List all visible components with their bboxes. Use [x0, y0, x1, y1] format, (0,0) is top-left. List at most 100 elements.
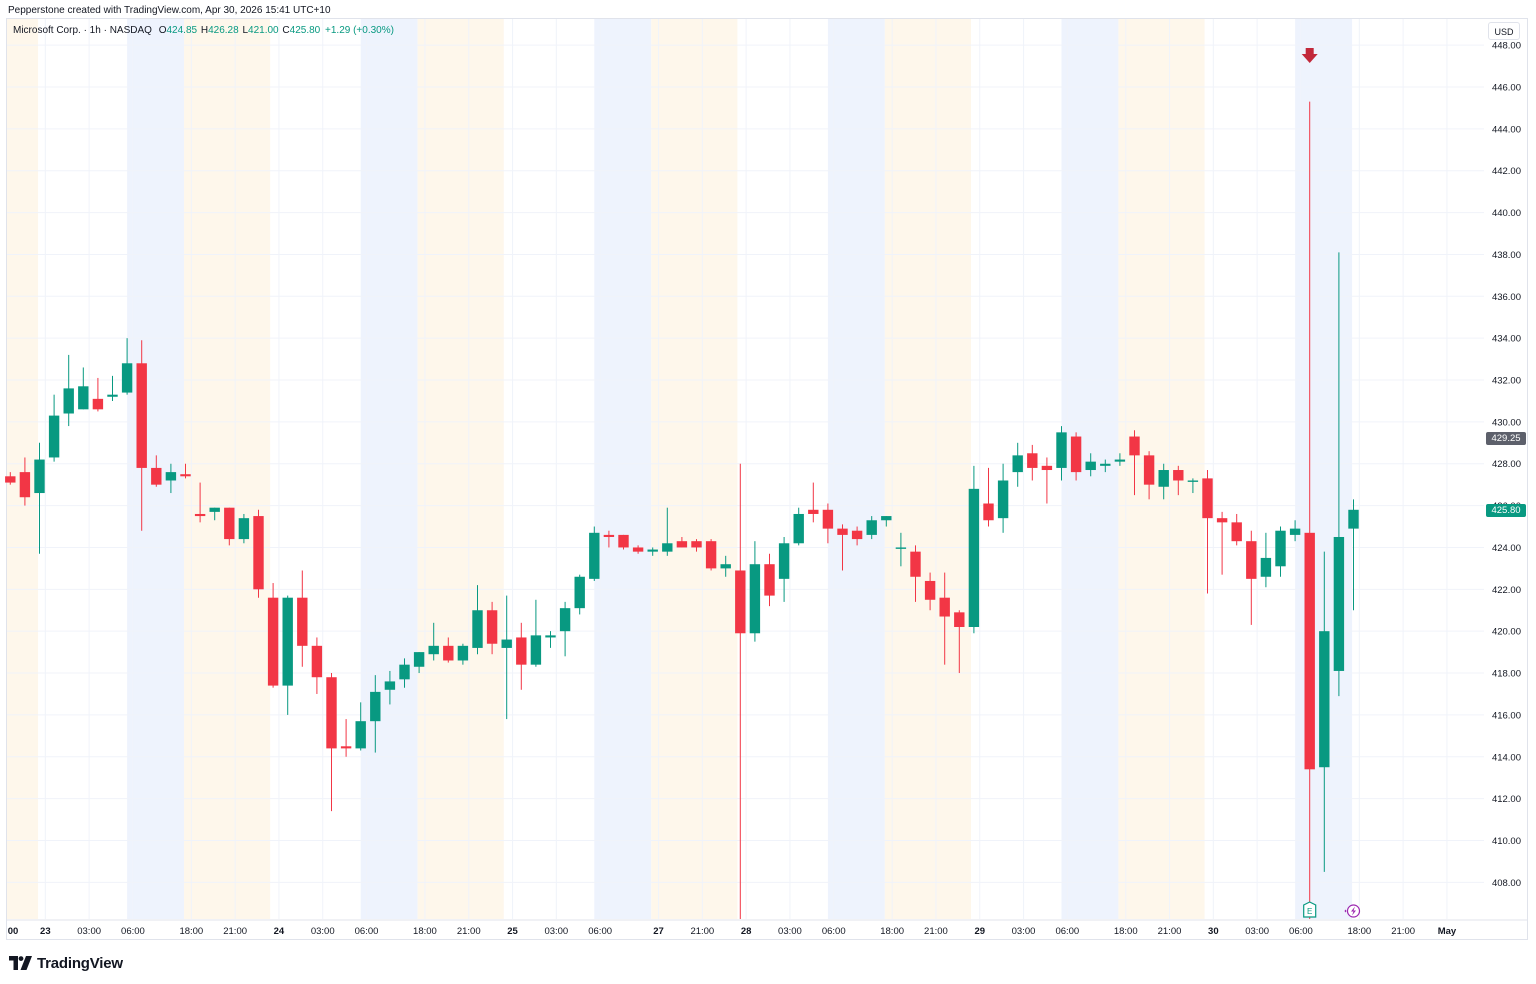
tradingview-brand[interactable]: TradingView — [9, 953, 123, 973]
candle[interactable] — [501, 595, 512, 720]
candle[interactable] — [1348, 499, 1359, 611]
candle[interactable] — [676, 536, 688, 548]
candle[interactable] — [1187, 478, 1199, 494]
candle[interactable] — [954, 610, 965, 674]
candle[interactable] — [5, 472, 16, 485]
candle[interactable] — [1012, 442, 1023, 487]
candle[interactable] — [267, 583, 279, 688]
candle[interactable] — [778, 536, 790, 602]
candle[interactable] — [764, 553, 775, 607]
candle[interactable] — [837, 524, 848, 571]
candle[interactable] — [92, 377, 104, 412]
candle[interactable] — [603, 530, 615, 548]
candle[interactable] — [1289, 520, 1301, 542]
candle[interactable] — [545, 631, 556, 648]
candle[interactable] — [1246, 530, 1257, 625]
candle[interactable] — [895, 532, 907, 567]
candle[interactable] — [253, 509, 264, 598]
candle[interactable] — [443, 637, 454, 663]
candle[interactable] — [34, 442, 45, 554]
candle[interactable] — [48, 394, 60, 462]
currency-selector[interactable]: USD — [1488, 22, 1520, 40]
candle[interactable] — [1114, 453, 1126, 466]
candle[interactable] — [165, 463, 177, 494]
candle[interactable] — [647, 547, 658, 556]
candle[interactable] — [1333, 252, 1345, 697]
candle[interactable] — [1129, 430, 1140, 496]
candle[interactable] — [326, 673, 337, 812]
candle[interactable] — [516, 622, 527, 690]
candle[interactable] — [78, 367, 89, 410]
candle[interactable] — [282, 595, 293, 715]
candle[interactable] — [457, 643, 469, 665]
candle[interactable] — [107, 375, 118, 401]
candle[interactable] — [486, 601, 498, 655]
candle[interactable] — [574, 574, 585, 615]
candle[interactable] — [1027, 444, 1038, 481]
candle[interactable] — [180, 463, 191, 479]
candle[interactable] — [618, 534, 629, 550]
down-arrow-icon[interactable] — [1301, 48, 1318, 63]
candle[interactable] — [705, 539, 717, 571]
candle[interactable] — [735, 463, 746, 919]
candle[interactable] — [589, 526, 600, 581]
candle[interactable] — [194, 482, 206, 523]
candle[interactable] — [559, 601, 571, 657]
candle[interactable] — [968, 465, 980, 634]
candle[interactable] — [1231, 513, 1242, 546]
candle[interactable] — [355, 702, 366, 751]
candle[interactable] — [1202, 470, 1213, 594]
candle[interactable] — [1275, 526, 1286, 577]
earnings-icon[interactable]: E — [1303, 901, 1317, 918]
candle[interactable] — [1319, 551, 1330, 872]
candle[interactable] — [121, 338, 133, 395]
candle[interactable] — [851, 526, 863, 546]
candle[interactable] — [910, 545, 921, 602]
candle[interactable] — [1216, 511, 1228, 575]
candle[interactable] — [691, 539, 702, 552]
candle[interactable] — [1070, 432, 1082, 481]
candle[interactable] — [1304, 101, 1315, 919]
candle[interactable] — [1056, 426, 1067, 481]
candle[interactable] — [224, 507, 235, 546]
candle[interactable] — [939, 572, 950, 665]
candle[interactable] — [399, 658, 410, 688]
candle[interactable] — [749, 541, 761, 642]
candle[interactable] — [340, 719, 352, 757]
candle[interactable] — [1173, 465, 1184, 496]
candle[interactable] — [1260, 532, 1272, 588]
candle[interactable] — [370, 675, 381, 753]
candle[interactable] — [997, 463, 1009, 533]
candle[interactable] — [924, 572, 936, 611]
candle[interactable] — [983, 467, 994, 527]
candle[interactable] — [1085, 453, 1096, 477]
candle[interactable] — [1158, 463, 1169, 500]
candle[interactable] — [472, 585, 483, 655]
candle[interactable] — [136, 340, 147, 531]
candle[interactable] — [63, 354, 74, 427]
candle[interactable] — [209, 507, 220, 521]
candle[interactable] — [19, 457, 31, 506]
candle[interactable] — [822, 503, 834, 544]
candle[interactable] — [428, 622, 439, 661]
candle[interactable] — [866, 516, 877, 540]
candle-body — [1187, 480, 1199, 482]
candle[interactable] — [881, 516, 892, 527]
candle[interactable] — [384, 670, 396, 705]
candle[interactable] — [1100, 459, 1111, 473]
candle[interactable] — [720, 555, 731, 577]
candle[interactable] — [808, 482, 819, 523]
candle[interactable] — [662, 507, 673, 556]
candle[interactable] — [1143, 451, 1155, 500]
candle[interactable] — [530, 599, 542, 667]
candle[interactable] — [151, 455, 162, 487]
candle[interactable] — [311, 637, 323, 694]
candle[interactable] — [632, 545, 644, 554]
candle[interactable] — [413, 652, 425, 674]
candle[interactable] — [1041, 457, 1053, 504]
candle[interactable] — [793, 507, 804, 546]
lightning-icon[interactable] — [1344, 904, 1361, 918]
candle[interactable] — [297, 570, 308, 667]
candle[interactable] — [238, 513, 250, 544]
